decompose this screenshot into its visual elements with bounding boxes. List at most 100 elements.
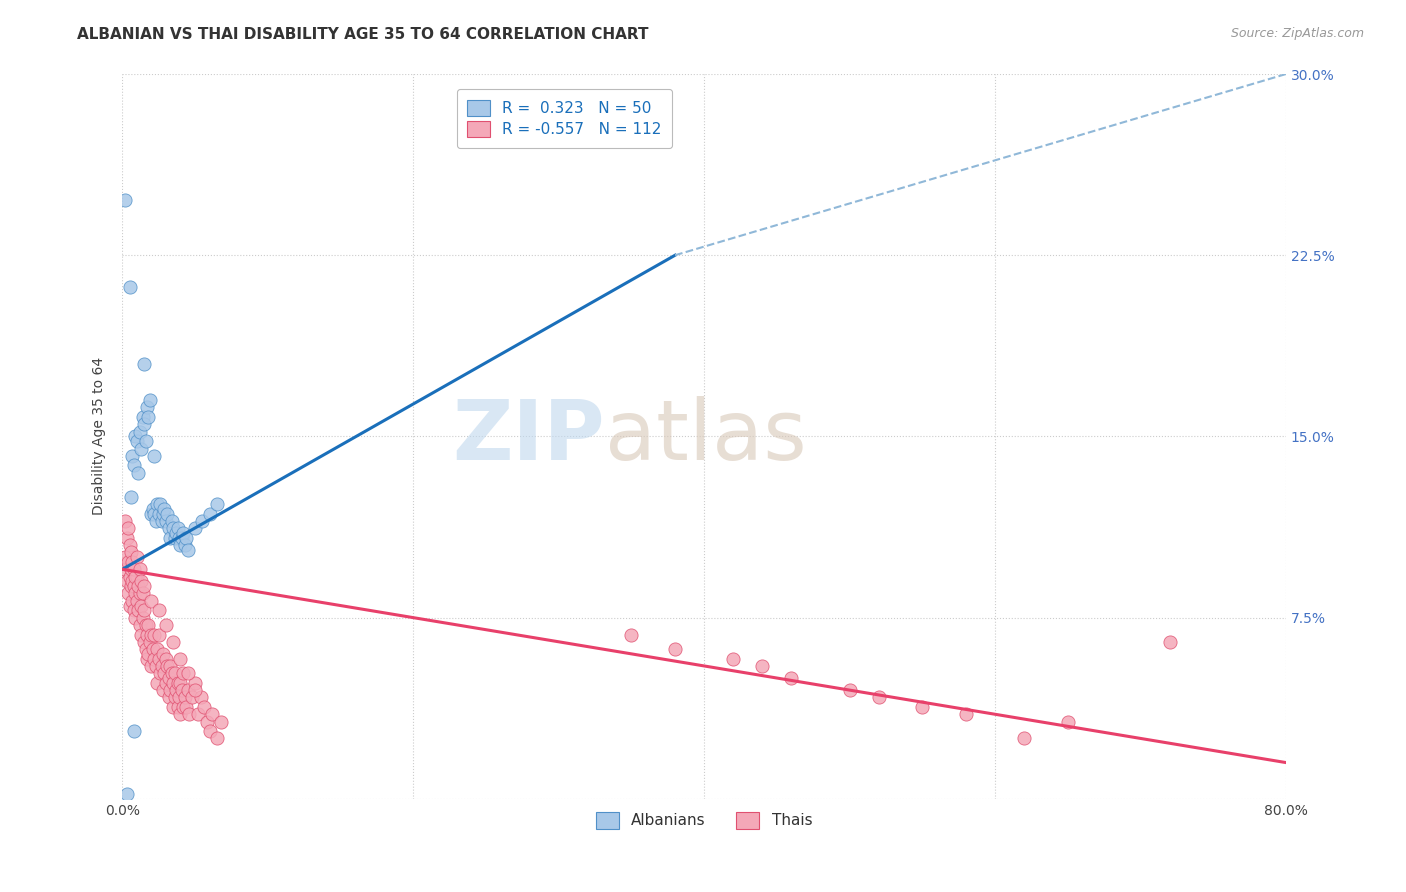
Point	[124, 586, 146, 600]
Point	[167, 690, 190, 705]
Point	[127, 603, 149, 617]
Point	[911, 700, 934, 714]
Point	[122, 458, 145, 473]
Point	[177, 543, 200, 558]
Point	[120, 545, 142, 559]
Point	[125, 550, 148, 565]
Point	[169, 651, 191, 665]
Point	[149, 666, 172, 681]
Point	[143, 651, 166, 665]
Point	[955, 707, 977, 722]
Point	[190, 690, 212, 705]
Point	[156, 659, 179, 673]
Point	[114, 514, 136, 528]
Point	[176, 531, 198, 545]
Point	[868, 690, 890, 705]
Point	[162, 676, 184, 690]
Point	[115, 574, 138, 589]
Point	[142, 502, 165, 516]
Point	[198, 507, 221, 521]
Point	[153, 502, 176, 516]
Point	[127, 579, 149, 593]
Point	[780, 671, 803, 685]
Point	[155, 514, 177, 528]
Point	[172, 700, 194, 714]
Point	[118, 538, 141, 552]
Point	[118, 599, 141, 613]
Point	[166, 521, 188, 535]
Point	[121, 555, 143, 569]
Point	[114, 193, 136, 207]
Point	[1056, 714, 1078, 729]
Point	[120, 579, 142, 593]
Point	[157, 671, 180, 685]
Point	[124, 429, 146, 443]
Point	[141, 593, 163, 607]
Point	[179, 707, 201, 722]
Point	[165, 526, 187, 541]
Point	[191, 514, 214, 528]
Point	[167, 531, 190, 545]
Point	[125, 569, 148, 583]
Point	[620, 627, 643, 641]
Point	[159, 659, 181, 673]
Text: ZIP: ZIP	[453, 396, 605, 477]
Point	[169, 676, 191, 690]
Point	[148, 603, 170, 617]
Point	[152, 507, 174, 521]
Point	[195, 714, 218, 729]
Point	[120, 562, 142, 576]
Point	[163, 531, 186, 545]
Point	[135, 434, 157, 449]
Point	[148, 507, 170, 521]
Point	[120, 490, 142, 504]
Point	[751, 659, 773, 673]
Point	[152, 683, 174, 698]
Point	[117, 555, 139, 569]
Point	[136, 401, 159, 415]
Point	[117, 521, 139, 535]
Point	[129, 627, 152, 641]
Point	[136, 627, 159, 641]
Point	[201, 707, 224, 722]
Point	[187, 707, 209, 722]
Point	[181, 690, 204, 705]
Point	[165, 683, 187, 698]
Point	[1159, 634, 1181, 648]
Point	[138, 618, 160, 632]
Point	[150, 514, 173, 528]
Point	[166, 700, 188, 714]
Point	[723, 651, 745, 665]
Point	[166, 676, 188, 690]
Point	[129, 599, 152, 613]
Point	[146, 497, 169, 511]
Point	[205, 731, 228, 746]
Point	[141, 507, 163, 521]
Point	[131, 586, 153, 600]
Point	[143, 627, 166, 641]
Point	[838, 683, 860, 698]
Point	[114, 550, 136, 565]
Text: ALBANIAN VS THAI DISABILITY AGE 35 TO 64 CORRELATION CHART: ALBANIAN VS THAI DISABILITY AGE 35 TO 64…	[77, 27, 648, 42]
Point	[129, 442, 152, 456]
Point	[134, 603, 156, 617]
Point	[128, 618, 150, 632]
Point	[122, 724, 145, 739]
Point	[153, 666, 176, 681]
Point	[177, 683, 200, 698]
Point	[205, 497, 228, 511]
Point	[128, 425, 150, 439]
Point	[155, 676, 177, 690]
Point	[173, 690, 195, 705]
Point	[198, 724, 221, 739]
Point	[172, 666, 194, 681]
Point	[184, 676, 207, 690]
Point	[156, 507, 179, 521]
Point	[122, 579, 145, 593]
Point	[160, 666, 183, 681]
Point	[148, 651, 170, 665]
Point	[146, 676, 169, 690]
Point	[138, 647, 160, 661]
Point	[141, 659, 163, 673]
Point	[193, 700, 215, 714]
